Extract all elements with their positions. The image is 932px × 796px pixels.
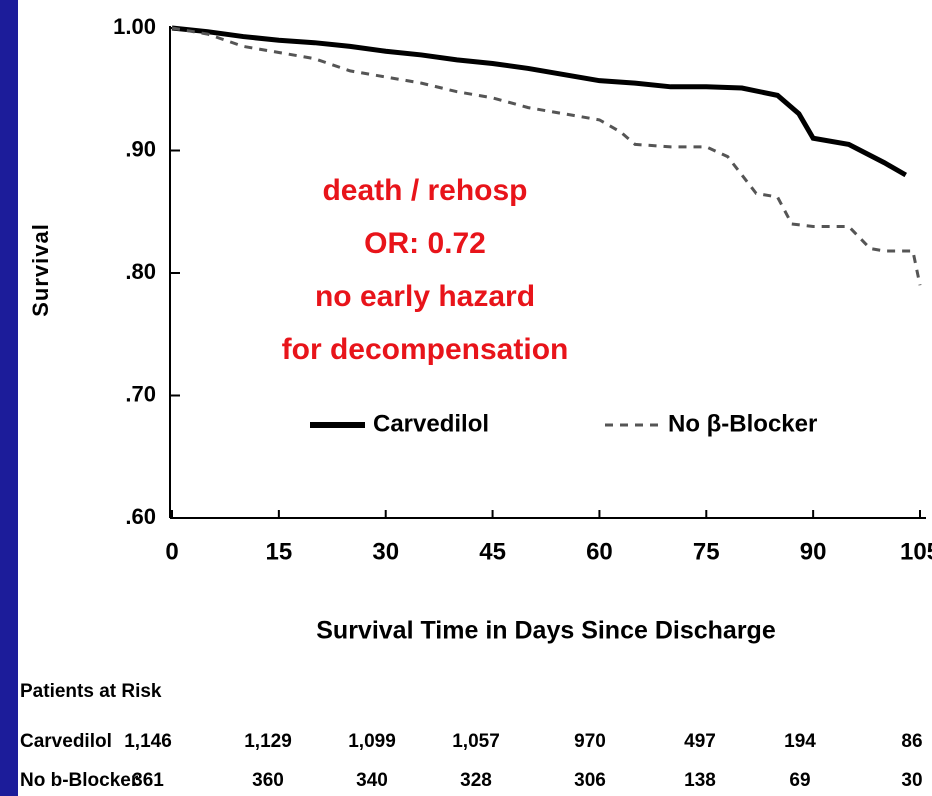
risk-count: 69 (789, 770, 810, 791)
survival-curve (171, 26, 922, 286)
y-axis-title: Survival (28, 223, 53, 317)
risk-row-label: No b-Blocker (20, 770, 139, 791)
risk-row-label: Carvedilol (20, 731, 112, 752)
x-axis-title: Survival Time in Days Since Discharge (316, 617, 776, 645)
risk-count: 1,099 (348, 731, 396, 752)
x-tick-label: 45 (479, 538, 506, 565)
risk-count: 360 (252, 770, 284, 791)
y-tick-label: 1.00 (113, 14, 156, 39)
y-tick-label: .60 (125, 504, 156, 529)
risk-count: 328 (460, 770, 492, 791)
x-tick-label: 0 (165, 538, 178, 565)
risk-count: 1,146 (124, 731, 172, 752)
risk-count: 361 (132, 770, 164, 791)
x-tick-label: 75 (693, 538, 720, 565)
y-tick-label: .70 (125, 381, 156, 406)
risk-count: 86 (901, 731, 922, 752)
x-tick-label: 15 (266, 538, 293, 565)
legend-label: Carvedilol (373, 410, 489, 437)
risk-count: 970 (574, 731, 606, 752)
risk-count: 340 (356, 770, 388, 791)
annotation: for decompensation (282, 333, 569, 366)
annotation: OR: 0.72 (364, 227, 486, 260)
annotation: death / rehosp (322, 174, 527, 207)
risk-count: 138 (684, 770, 716, 791)
x-tick-label: 30 (372, 538, 399, 565)
risk-count: 1,129 (244, 731, 292, 752)
x-tick-label: 90 (800, 538, 827, 565)
risk-count: 194 (784, 731, 816, 752)
x-tick-label: 105 (900, 538, 932, 565)
y-tick-label: .90 (125, 136, 156, 161)
risk-table-title: Patients at Risk (20, 681, 162, 702)
legend-label: No β-Blocker (668, 410, 817, 437)
risk-count: 30 (901, 770, 922, 791)
risk-count: 306 (574, 770, 606, 791)
survival-curve (171, 25, 907, 178)
risk-count: 1,057 (452, 731, 500, 752)
x-tick-label: 60 (586, 538, 613, 565)
y-tick-label: .80 (125, 259, 156, 284)
risk-count: 497 (684, 731, 716, 752)
annotation: no early hazard (315, 280, 535, 313)
